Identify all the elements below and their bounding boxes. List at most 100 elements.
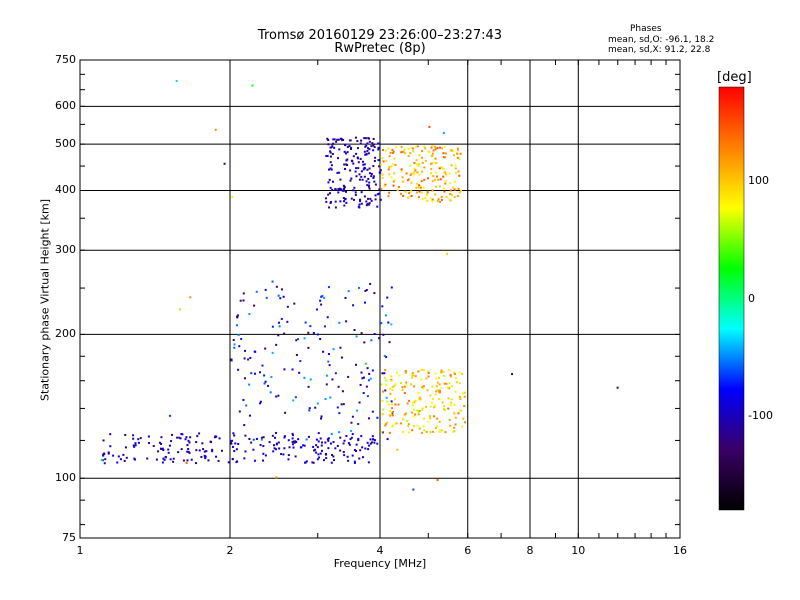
data-point xyxy=(415,145,418,148)
data-point xyxy=(461,392,464,395)
data-point xyxy=(370,175,373,178)
data-point xyxy=(172,460,175,463)
data-point xyxy=(215,455,218,458)
data-point xyxy=(388,165,391,168)
data-point xyxy=(405,384,408,387)
data-point xyxy=(333,138,336,141)
stats-o-mode: mean, sd,O: -96.1, 18.2 xyxy=(608,35,715,45)
data-point xyxy=(355,335,358,338)
data-point xyxy=(283,332,286,335)
data-point xyxy=(411,373,414,376)
y-tick-label: 200 xyxy=(55,327,76,341)
y-tick-label: 750 xyxy=(55,53,76,66)
data-point xyxy=(204,455,207,458)
data-point xyxy=(368,202,371,205)
data-point xyxy=(323,325,326,328)
data-point xyxy=(271,351,274,354)
data-point xyxy=(233,450,236,453)
data-point xyxy=(291,437,294,440)
data-point xyxy=(396,371,399,374)
data-point xyxy=(334,200,337,203)
data-point xyxy=(462,417,465,420)
data-point xyxy=(277,294,280,297)
data-point xyxy=(383,372,386,375)
data-point xyxy=(417,411,420,414)
data-point xyxy=(211,448,214,451)
data-point xyxy=(181,433,184,436)
data-point xyxy=(417,413,420,416)
data-point xyxy=(209,440,212,443)
x-axis-label: Frequency [MHz] xyxy=(333,557,427,570)
data-point xyxy=(413,401,416,404)
data-point xyxy=(390,176,393,179)
data-point xyxy=(394,403,397,406)
data-point xyxy=(155,458,158,461)
data-point xyxy=(452,186,455,189)
data-point xyxy=(418,154,421,157)
data-point xyxy=(201,442,204,445)
data-point xyxy=(454,377,457,380)
data-point xyxy=(102,454,105,457)
data-point xyxy=(452,430,455,433)
data-point xyxy=(303,376,306,379)
data-point xyxy=(338,187,341,190)
data-point xyxy=(363,163,366,166)
data-point xyxy=(242,398,245,401)
data-point xyxy=(395,146,398,149)
data-point xyxy=(186,444,189,447)
data-point xyxy=(431,144,434,147)
data-point xyxy=(395,422,398,425)
data-point xyxy=(176,436,179,439)
data-point xyxy=(200,455,203,458)
data-point xyxy=(332,138,335,141)
data-point xyxy=(360,202,363,205)
data-point xyxy=(393,384,396,387)
data-point xyxy=(317,453,320,456)
data-point xyxy=(325,200,328,203)
data-point xyxy=(388,431,391,434)
data-point xyxy=(368,372,371,375)
data-point xyxy=(355,449,358,452)
data-point xyxy=(325,383,328,386)
data-point xyxy=(331,188,334,191)
data-point xyxy=(417,163,420,166)
data-point xyxy=(284,411,287,414)
data-point xyxy=(459,152,462,155)
data-point xyxy=(359,142,362,145)
data-point xyxy=(214,128,217,131)
data-point xyxy=(361,160,364,163)
data-point xyxy=(343,150,346,153)
data-point xyxy=(304,461,307,464)
data-point xyxy=(359,157,362,160)
data-point xyxy=(264,288,267,291)
data-point xyxy=(417,195,420,198)
data-point xyxy=(374,194,377,197)
data-point xyxy=(275,443,278,446)
data-point xyxy=(388,191,391,194)
data-point xyxy=(417,370,420,373)
data-point xyxy=(438,383,441,386)
data-point xyxy=(384,314,387,317)
data-point xyxy=(327,286,330,289)
data-point xyxy=(373,159,376,162)
data-point xyxy=(406,402,409,405)
data-point xyxy=(451,149,454,152)
data-point xyxy=(312,445,315,448)
data-point xyxy=(388,155,391,158)
data-point xyxy=(261,364,264,367)
data-point xyxy=(237,442,240,445)
data-point xyxy=(202,448,205,451)
data-point xyxy=(430,146,433,149)
data-point xyxy=(180,433,183,436)
data-point xyxy=(410,195,413,198)
data-point xyxy=(350,421,353,424)
data-point xyxy=(196,435,199,438)
data-point xyxy=(358,203,361,206)
data-point xyxy=(342,184,345,187)
stats-x-mode: mean, sd,X: 91.2, 22.8 xyxy=(608,45,711,55)
data-point xyxy=(448,368,451,371)
data-point xyxy=(464,421,467,424)
y-tick-label: 300 xyxy=(55,243,76,257)
data-point xyxy=(275,431,278,434)
data-point xyxy=(384,423,387,426)
